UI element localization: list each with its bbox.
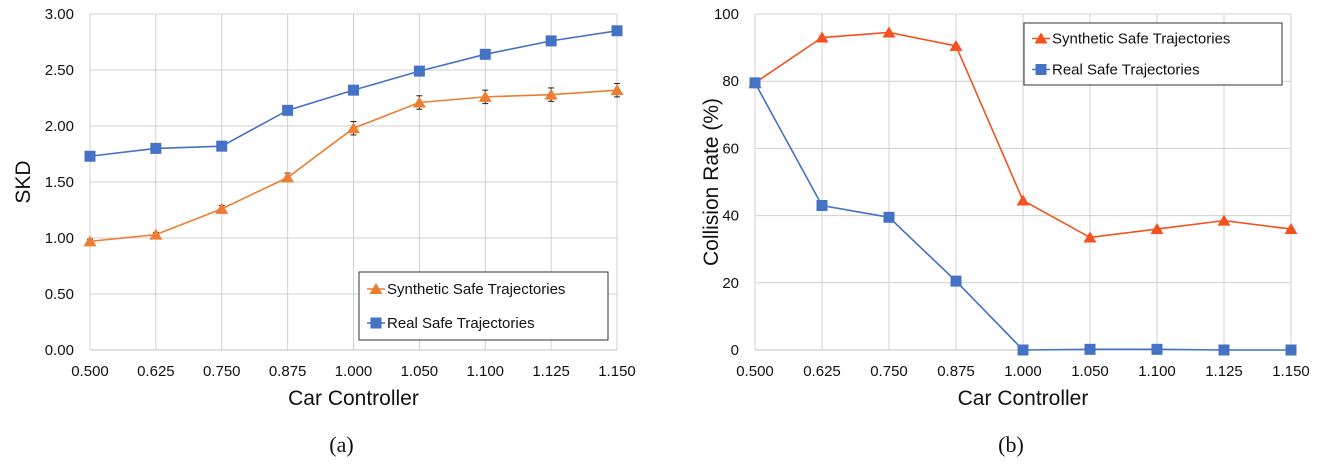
- data-point: [545, 35, 557, 47]
- y-tick-label: 1.00: [45, 230, 74, 247]
- y-axis-label: SKD: [12, 160, 35, 203]
- data-point: [347, 122, 360, 134]
- x-tick-label: 0.875: [269, 363, 307, 380]
- data-point: [1285, 344, 1297, 356]
- chart-a: 0.00 0.50 1.00 1.50 2.00 2.50 3.00 0.500 0.625 0.…: [12, 6, 636, 457]
- legend-marker: [1035, 64, 1047, 75]
- y-tick-label: 80: [722, 73, 739, 90]
- data-point: [544, 88, 558, 100]
- x-tick-label: 1.125: [532, 363, 570, 380]
- x-tick-label: 0.625: [803, 363, 841, 380]
- x-tick-label: 0.625: [137, 363, 175, 380]
- data-point: [949, 39, 963, 51]
- data-point: [83, 235, 97, 247]
- x-tick-label: 1.100: [466, 363, 504, 380]
- x-tick-label: 1.000: [1004, 363, 1042, 380]
- data-point: [815, 31, 829, 43]
- data-point: [412, 96, 426, 108]
- x-tick-label: 0.500: [736, 363, 774, 380]
- y-axis-label: Collision Rate (%): [700, 98, 723, 266]
- legend-box: [1023, 22, 1283, 86]
- legend: Synthetic Safe Trajectories Real Safe Tra…: [1023, 22, 1283, 86]
- x-tick-label: 0.750: [203, 363, 241, 380]
- x-tick-label: 1.050: [1071, 363, 1109, 380]
- y-tick-label: 0.50: [45, 286, 74, 303]
- data-point: [1284, 223, 1298, 235]
- data-point: [216, 140, 228, 152]
- legend-marker: [370, 317, 382, 329]
- data-point: [1084, 343, 1096, 355]
- data-point: [281, 171, 295, 183]
- data-point: [479, 48, 491, 60]
- x-tick-label: 0.750: [870, 363, 908, 380]
- y-tick-label: 0: [731, 342, 739, 359]
- data-point: [611, 25, 623, 37]
- data-point: [1150, 223, 1164, 235]
- data-point: [882, 26, 896, 38]
- chart-b: 0 20 40 60 80 100 0.500 0.625 0.750 0.875 1.000 1.0…: [700, 6, 1310, 457]
- x-tick-label: 1.150: [1272, 363, 1310, 380]
- legend-label: Synthetic Safe Trajectories: [387, 281, 565, 298]
- x-tick-label: 1.100: [1138, 363, 1176, 380]
- y-tick-label: 3.00: [45, 6, 74, 23]
- data-point: [282, 104, 294, 116]
- data-point: [348, 84, 359, 96]
- y-tick-label: 1.50: [45, 174, 74, 191]
- data-point: [950, 275, 962, 287]
- y-tick-label: 20: [722, 275, 739, 292]
- data-point: [1151, 343, 1163, 355]
- data-point: [84, 150, 96, 162]
- x-tick-label: 1.050: [401, 363, 439, 380]
- y-tick-label: 2.00: [45, 118, 74, 135]
- legend-marker: [369, 283, 383, 294]
- data-point: [1217, 214, 1231, 226]
- y-tick-label: 40: [722, 208, 739, 225]
- x-tick-label: 1.000: [335, 363, 373, 380]
- y-tick-label: 0.00: [45, 342, 74, 359]
- data-point: [150, 142, 162, 154]
- y-tick-label: 2.50: [45, 62, 74, 79]
- legend-label: Real Safe Trajectories: [1052, 62, 1200, 79]
- data-point: [816, 200, 828, 212]
- data-point: [1017, 344, 1029, 356]
- legend: Synthetic Safe Trajectories Real Safe Tra…: [358, 271, 609, 341]
- x-tick-label: 1.150: [598, 363, 636, 380]
- x-axis-label: Car Controller: [958, 387, 1089, 410]
- data-point: [149, 228, 163, 240]
- data-point: [749, 77, 761, 89]
- data-point: [1016, 194, 1030, 206]
- data-point: [413, 65, 425, 77]
- data-point: [478, 90, 492, 102]
- data-point: [215, 202, 229, 214]
- data-point: [610, 84, 624, 96]
- legend-label: Synthetic Safe Trajectories: [1052, 31, 1230, 48]
- legend-marker: [1034, 32, 1048, 44]
- chart-caption: (a): [329, 432, 353, 457]
- y-tick-label: 100: [714, 6, 739, 23]
- x-tick-label: 0.500: [71, 363, 109, 380]
- legend-label: Real Safe Trajectories: [387, 315, 535, 332]
- data-point: [883, 211, 895, 223]
- x-tick-label: 0.875: [937, 363, 975, 380]
- x-tick-label: 1.125: [1205, 363, 1243, 380]
- legend-box: [358, 271, 609, 341]
- data-point: [1218, 344, 1230, 356]
- chart-caption: (b): [998, 432, 1024, 457]
- data-point: [1083, 231, 1097, 243]
- y-tick-label: 60: [722, 140, 739, 157]
- x-axis-label: Car Controller: [288, 387, 419, 410]
